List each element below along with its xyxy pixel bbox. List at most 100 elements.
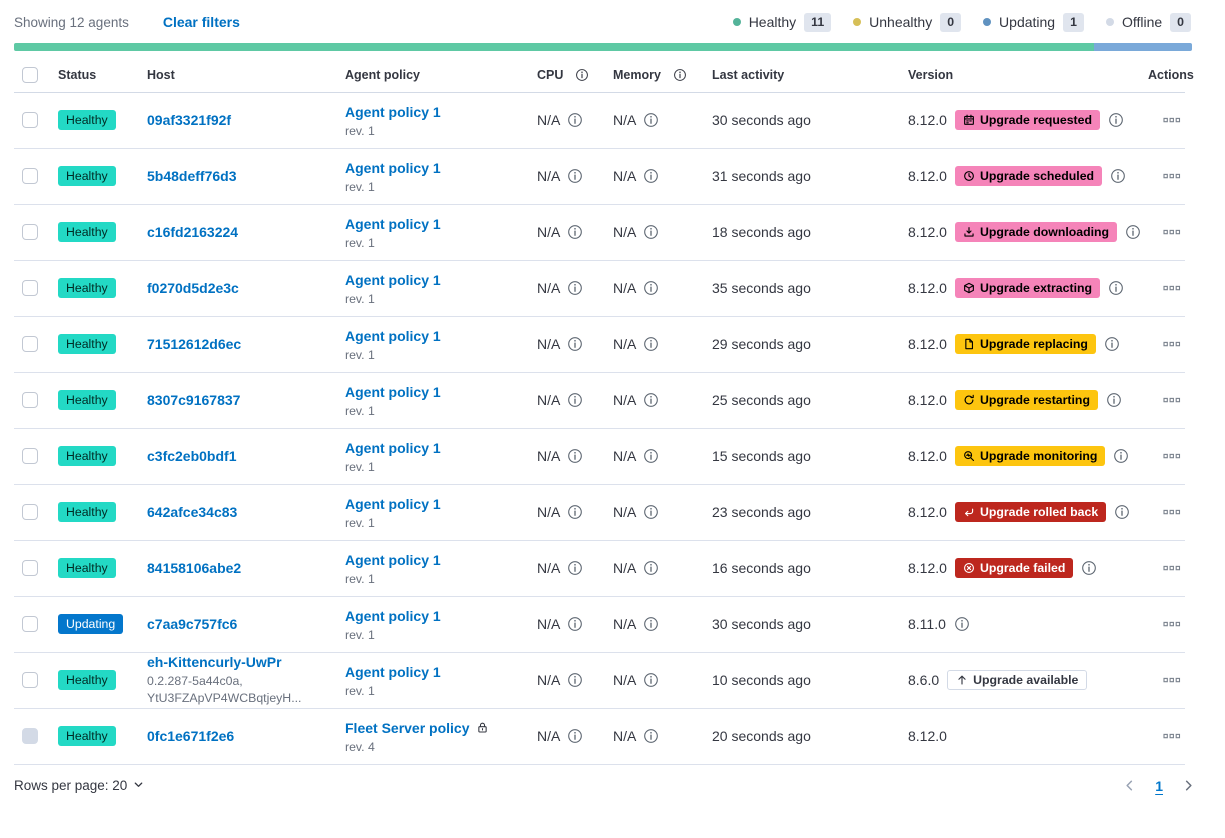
host-link[interactable]: c7aa9c757fc6	[147, 616, 238, 633]
info-icon[interactable]	[643, 280, 659, 296]
row-checkbox[interactable]	[22, 336, 38, 353]
upgrade-details-info-icon[interactable]	[1113, 448, 1129, 464]
last-activity-value: 10 seconds ago	[712, 672, 811, 689]
upgrade-details-info-icon[interactable]	[1081, 560, 1097, 576]
row-actions-button[interactable]	[1159, 668, 1185, 692]
row-actions-button[interactable]	[1159, 164, 1185, 188]
info-icon[interactable]	[567, 504, 583, 520]
column-header-version[interactable]: Version	[908, 68, 954, 83]
info-icon[interactable]	[673, 68, 687, 82]
agent-policy-link[interactable]: Fleet Server policy	[345, 719, 470, 736]
agent-policy-link[interactable]: Agent policy 1	[345, 215, 441, 232]
row-checkbox[interactable]	[22, 616, 38, 633]
row-checkbox[interactable]	[22, 504, 38, 521]
agent-policy-link[interactable]: Agent policy 1	[345, 383, 441, 400]
info-icon[interactable]	[643, 728, 659, 744]
row-checkbox[interactable]	[22, 560, 38, 577]
agent-policy-link[interactable]: Agent policy 1	[345, 159, 441, 176]
host-link[interactable]: 5b48deff76d3	[147, 168, 237, 185]
row-checkbox[interactable]	[22, 448, 38, 465]
row-actions-button[interactable]	[1159, 612, 1185, 636]
upgrade-details-info-icon[interactable]	[1108, 280, 1124, 296]
status-badge: Healthy	[58, 278, 116, 299]
host-link[interactable]: 8307c9167837	[147, 392, 241, 409]
host-link[interactable]: 71512612d6ec	[147, 336, 242, 353]
select-all-checkbox[interactable]	[22, 67, 38, 84]
info-icon[interactable]	[567, 392, 583, 408]
info-icon[interactable]	[643, 168, 659, 184]
host-link[interactable]: c16fd2163224	[147, 224, 239, 241]
info-icon[interactable]	[567, 280, 583, 296]
upgrade-details-info-icon[interactable]	[1104, 336, 1120, 352]
info-icon[interactable]	[643, 112, 659, 128]
row-actions-button[interactable]	[1159, 556, 1185, 580]
host-link[interactable]: 642afce34c83	[147, 504, 238, 521]
row-actions-button[interactable]	[1159, 444, 1185, 468]
info-icon[interactable]	[643, 560, 659, 576]
info-icon[interactable]	[567, 448, 583, 464]
row-actions-button[interactable]	[1159, 108, 1185, 132]
previous-page-button[interactable]	[1122, 778, 1137, 793]
upgrade-details-info-icon[interactable]	[1110, 168, 1126, 184]
rows-per-page-button[interactable]: Rows per page: 20	[14, 778, 144, 793]
upgrade-details-info-icon[interactable]	[954, 616, 970, 632]
agent-policy-link[interactable]: Agent policy 1	[345, 495, 441, 512]
memory-value: N/A	[613, 336, 637, 353]
column-header-agent-policy[interactable]: Agent policy	[345, 68, 421, 83]
info-icon[interactable]	[643, 392, 659, 408]
agent-policy-link[interactable]: Agent policy 1	[345, 327, 441, 344]
info-icon[interactable]	[643, 448, 659, 464]
host-link[interactable]: 0fc1e671f2e6	[147, 728, 235, 745]
agent-policy-link[interactable]: Agent policy 1	[345, 663, 441, 680]
table-row: Healthy 84158106abe2 Agent policy 1 rev.…	[14, 541, 1185, 597]
row-actions-button[interactable]	[1159, 388, 1185, 412]
info-icon[interactable]	[567, 616, 583, 632]
column-header-memory[interactable]: Memory	[613, 68, 661, 83]
upgrade-details-info-icon[interactable]	[1114, 504, 1130, 520]
host-link[interactable]: 84158106abe2	[147, 560, 242, 577]
next-page-button[interactable]	[1181, 778, 1196, 793]
row-actions-button[interactable]	[1159, 220, 1185, 244]
upgrade-details-info-icon[interactable]	[1125, 224, 1141, 240]
host-link[interactable]: 09af3321f92f	[147, 112, 232, 129]
row-actions-button[interactable]	[1159, 500, 1185, 524]
column-header-cpu[interactable]: CPU	[537, 68, 564, 83]
agent-policy-link[interactable]: Agent policy 1	[345, 551, 441, 568]
column-header-host[interactable]: Host	[147, 68, 175, 83]
agent-policy-link[interactable]: Agent policy 1	[345, 103, 441, 120]
info-icon[interactable]	[567, 336, 583, 352]
clear-filters-link[interactable]: Clear filters	[162, 14, 240, 31]
row-checkbox[interactable]	[22, 672, 38, 689]
row-checkbox[interactable]	[22, 112, 38, 129]
info-icon[interactable]	[643, 616, 659, 632]
info-icon[interactable]	[567, 168, 583, 184]
agent-policy-link[interactable]: Agent policy 1	[345, 439, 441, 456]
upgrade-details-info-icon[interactable]	[1106, 392, 1122, 408]
info-icon[interactable]	[643, 504, 659, 520]
info-icon[interactable]	[567, 560, 583, 576]
info-icon[interactable]	[643, 336, 659, 352]
host-link[interactable]: f0270d5d2e3c	[147, 280, 239, 297]
row-actions-button[interactable]	[1159, 332, 1185, 356]
column-header-last-activity[interactable]: Last activity	[712, 68, 785, 83]
column-header-status[interactable]: Status	[58, 68, 97, 83]
upgrade-details-info-icon[interactable]	[1108, 112, 1124, 128]
info-icon[interactable]	[567, 224, 583, 240]
info-icon[interactable]	[643, 224, 659, 240]
row-checkbox[interactable]	[22, 224, 38, 241]
info-icon[interactable]	[643, 672, 659, 688]
row-actions-button[interactable]	[1159, 724, 1185, 748]
host-link[interactable]: eh-Kittencurly-UwPr	[147, 653, 282, 670]
info-icon[interactable]	[575, 68, 589, 82]
agent-policy-link[interactable]: Agent policy 1	[345, 271, 441, 288]
row-actions-button[interactable]	[1159, 276, 1185, 300]
row-checkbox[interactable]	[22, 392, 38, 409]
info-icon[interactable]	[567, 728, 583, 744]
row-checkbox[interactable]	[22, 168, 38, 185]
page-number-button[interactable]: 1	[1155, 777, 1163, 794]
row-checkbox[interactable]	[22, 280, 38, 297]
agent-policy-link[interactable]: Agent policy 1	[345, 607, 441, 624]
host-link[interactable]: c3fc2eb0bdf1	[147, 448, 237, 465]
info-icon[interactable]	[567, 112, 583, 128]
info-icon[interactable]	[567, 672, 583, 688]
